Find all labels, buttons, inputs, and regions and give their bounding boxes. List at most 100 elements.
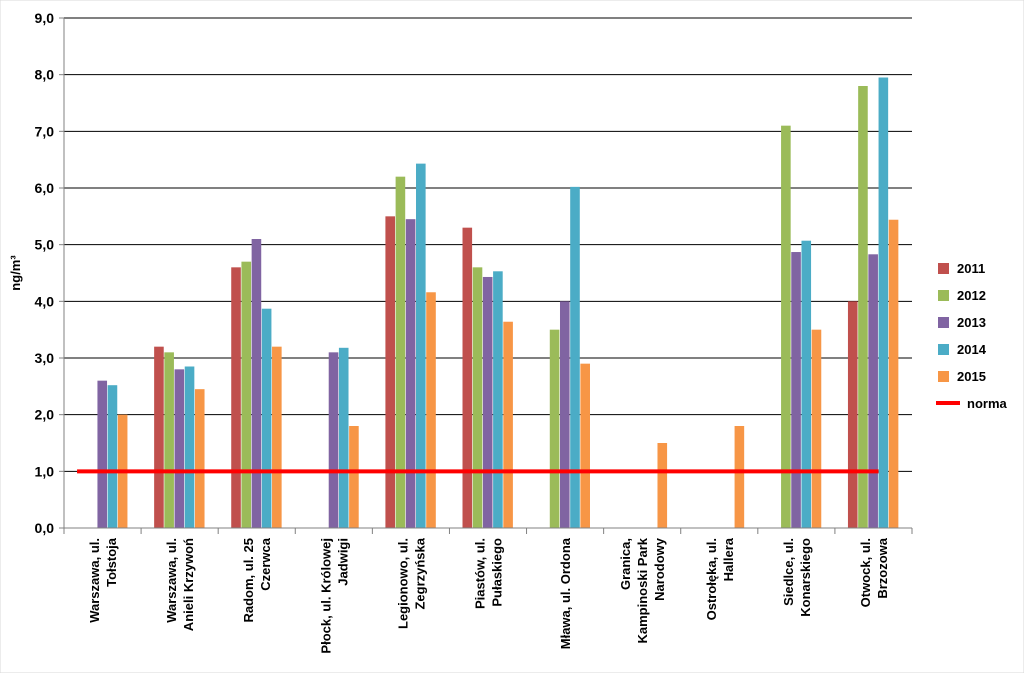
x-category-label-line: Radom, ul. 25 — [241, 538, 256, 623]
y-tick-label: 8,0 — [35, 67, 55, 83]
x-category-label-line: Hallera — [721, 537, 736, 581]
x-category-label-line: Siedlce, ul. — [781, 538, 796, 606]
bar-2015-3 — [349, 426, 359, 528]
bar-2014-3 — [338, 347, 349, 528]
bar-2012-1 — [164, 352, 174, 528]
bar-2013-2 — [251, 239, 262, 528]
x-category-label: Granica, Kampinoski Park Narodowy — [618, 537, 667, 643]
y-axis-title: ng/m³ — [8, 255, 23, 291]
x-category-label: Piastów, ul. Pułaskiego — [473, 538, 505, 609]
legend-label-2015: 2015 — [957, 369, 986, 384]
x-category-label-line: Mława, ul. Ordona — [558, 537, 573, 649]
x-category-label-line: Kampinoski Park — [635, 537, 650, 643]
x-category-label: Warszawa, ul. Anieli Krzywoń — [164, 538, 196, 631]
bar-2011-2 — [231, 267, 241, 528]
bar-2015-10 — [888, 219, 899, 528]
x-category-label: Siedlce, ul. Konarskiego — [781, 538, 813, 617]
x-category-label-line: Konarskiego — [798, 538, 813, 617]
bar-2015-5 — [503, 321, 513, 528]
y-tick-label: 6,0 — [35, 180, 55, 196]
y-tick-label: 5,0 — [35, 237, 55, 253]
bar-2013-5 — [482, 276, 493, 528]
x-category-label: Radom, ul. 25 Czerwca — [241, 537, 273, 622]
legend-swatch-2011 — [938, 263, 949, 274]
x-category-label-line: Pułaskiego — [490, 538, 505, 607]
legend-label-2013: 2013 — [957, 315, 986, 330]
y-tick-label: 9,0 — [35, 10, 55, 26]
x-category-label-line: Anieli Krzywoń — [181, 538, 196, 631]
bar-2012-5 — [472, 267, 483, 528]
bar-2011-10 — [847, 301, 858, 528]
x-category-label-line: Granica, — [618, 538, 633, 590]
x-category-label: Mława, ul. Ordona — [558, 537, 573, 649]
bar-2011-5 — [462, 227, 473, 528]
y-axis-ticks: 0,0 1,0 2,0 3,0 4,0 5,0 6,0 7,0 8,0 9,0 — [35, 10, 64, 536]
bar-2014-0 — [107, 385, 118, 528]
bar-2014-1 — [184, 366, 195, 528]
bar-2012-9 — [781, 125, 791, 529]
bar-2012-2 — [241, 261, 252, 528]
bar-2015-7 — [657, 443, 668, 528]
bar-2013-9 — [791, 252, 801, 529]
legend-swatch-2015 — [938, 371, 949, 382]
bar-2014-9 — [801, 240, 812, 528]
x-category-label-line: Płock, ul. Królowej — [318, 538, 333, 654]
bars — [97, 77, 899, 529]
x-category-label-line: Czerwca — [258, 537, 273, 591]
legend-swatch-2012 — [938, 290, 949, 301]
x-category-label-line: Ostrołęka, ul. — [704, 538, 719, 620]
bar-2013-1 — [174, 369, 185, 528]
bar-2012-4 — [395, 176, 406, 528]
legend-label-2012: 2012 — [957, 288, 986, 303]
bar-2013-10 — [868, 254, 878, 529]
x-axis-labels: Warszawa, ul. Tołstoja Warszawa, ul. Anieli… — [87, 537, 890, 653]
x-category-label-line: Narodowy — [652, 537, 667, 601]
x-category-label-line: Warszawa, ul. — [87, 538, 102, 623]
y-tick-label: 0,0 — [35, 520, 55, 536]
x-category-label: Płock, ul. Królowej Jadwigi — [318, 538, 350, 654]
bar-2015-2 — [272, 346, 282, 528]
x-category-label-line: Zegrzyńska — [412, 537, 427, 609]
legend-swatch-2013 — [938, 317, 949, 328]
x-category-label-line: Jadwigi — [335, 538, 350, 586]
bar-2014-2 — [261, 308, 272, 528]
x-category-label: Ostrołęka, ul. Hallera — [704, 537, 736, 620]
bar-2015-9 — [811, 329, 822, 528]
bar-2015-8 — [734, 426, 745, 528]
x-category-label: Legionowo, ul. Zegrzyńska — [395, 537, 427, 629]
x-category-label-line: Otwock, ul. — [858, 538, 873, 607]
x-category-label-line: Warszawa, ul. — [164, 538, 179, 623]
bar-2015-4 — [426, 292, 436, 528]
y-tick-label: 3,0 — [35, 350, 55, 366]
x-category-label: Warszawa, ul. Tołstoja — [87, 537, 119, 623]
bar-2015-1 — [194, 389, 205, 528]
x-category-label-line: Legionowo, ul. — [395, 538, 410, 629]
legend-label-2011: 2011 — [957, 261, 985, 276]
bar-2014-4 — [416, 163, 426, 528]
bar-2012-6 — [549, 329, 560, 528]
y-tick-label: 4,0 — [35, 293, 55, 309]
x-category-label-line: Tołstoja — [104, 537, 119, 587]
bar-2013-6 — [559, 301, 570, 528]
bar-2013-4 — [405, 219, 416, 528]
y-tick-label: 7,0 — [35, 123, 55, 139]
y-tick-label: 1,0 — [35, 463, 55, 479]
bar-2013-3 — [328, 352, 339, 528]
legend-label-2014: 2014 — [957, 342, 987, 357]
bar-2011-1 — [154, 346, 164, 528]
legend-swatch-2014 — [938, 344, 949, 355]
bar-2014-10 — [878, 77, 889, 528]
x-category-label-line: Brzozowa — [875, 537, 890, 598]
bar-2011-4 — [385, 216, 396, 529]
legend: 2011 2012 2013 2014 2015 norma — [936, 261, 1008, 411]
axes — [63, 18, 913, 534]
bar-2014-5 — [493, 271, 503, 528]
bar-2013-0 — [97, 380, 108, 528]
legend-label-norma: norma — [967, 396, 1008, 411]
y-tick-label: 2,0 — [35, 407, 55, 423]
x-category-label: Otwock, ul. Brzozowa — [858, 537, 890, 607]
bar-2014-6 — [570, 186, 580, 528]
bar-2012-10 — [858, 86, 868, 528]
